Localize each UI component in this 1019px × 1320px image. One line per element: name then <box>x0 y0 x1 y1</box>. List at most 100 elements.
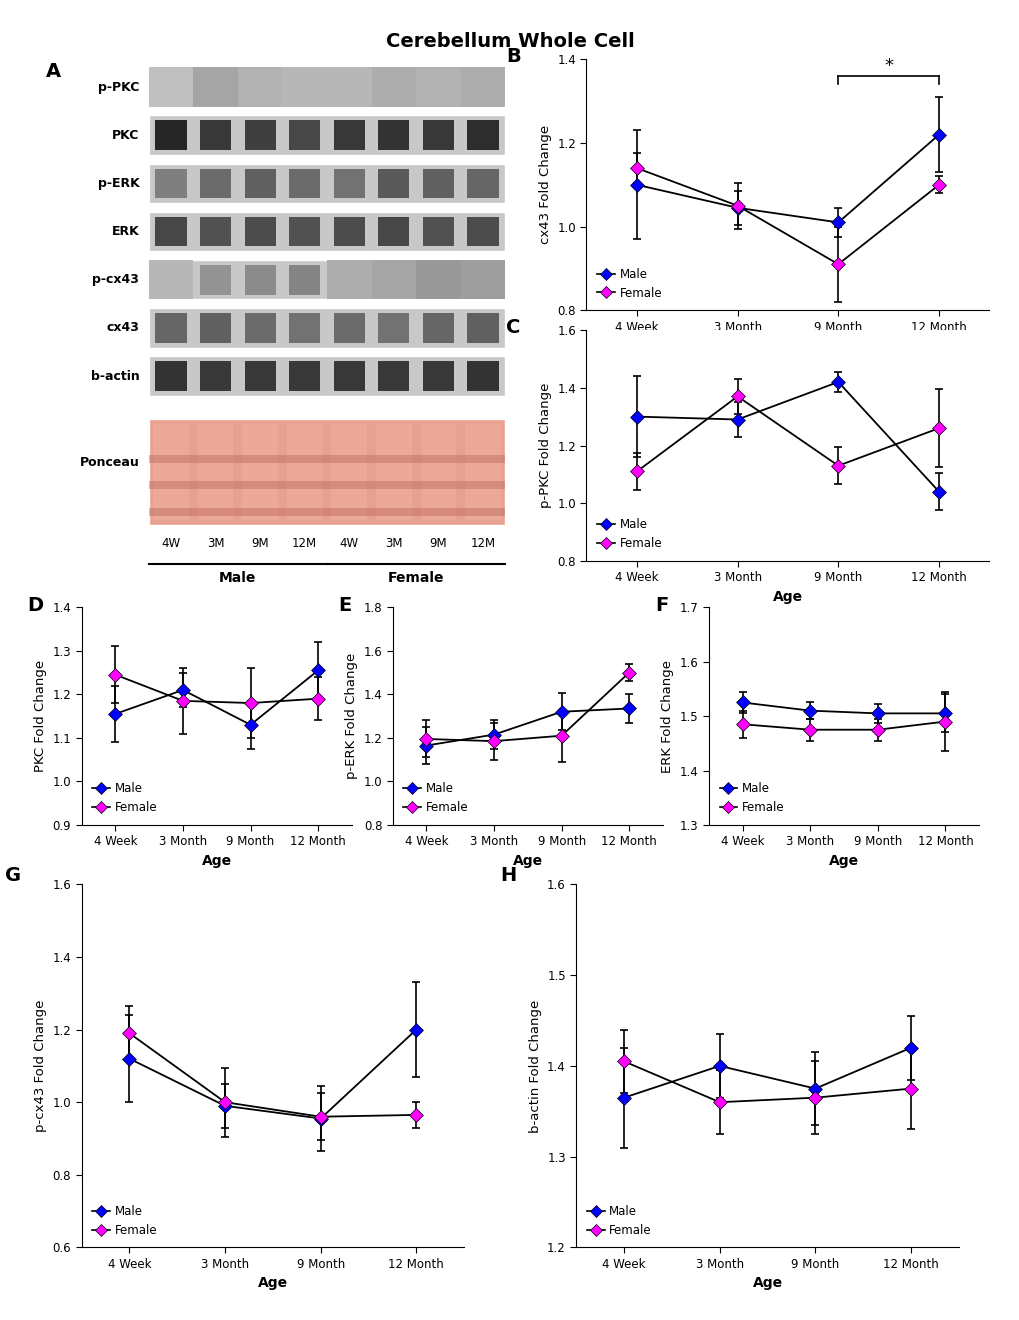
Point <box>729 409 745 430</box>
Point <box>408 1019 424 1040</box>
X-axis label: Age: Age <box>258 1276 287 1291</box>
Bar <box>149 164 504 203</box>
Bar <box>378 313 409 343</box>
Point <box>243 714 259 735</box>
Bar <box>245 265 275 294</box>
Text: b-actin: b-actin <box>91 370 140 383</box>
Bar <box>155 362 186 391</box>
Point <box>801 700 817 721</box>
Y-axis label: b-actin Fold Change: b-actin Fold Change <box>528 999 541 1133</box>
Point <box>729 195 745 216</box>
Point <box>801 719 817 741</box>
Y-axis label: p-cx43 Fold Change: p-cx43 Fold Change <box>34 999 47 1133</box>
Bar <box>149 455 504 462</box>
Point <box>174 690 191 711</box>
Bar <box>467 362 498 391</box>
Bar <box>237 67 282 107</box>
Point <box>615 1088 632 1109</box>
Text: Female: Female <box>387 570 444 585</box>
Bar <box>153 424 189 520</box>
Point <box>734 692 750 713</box>
Bar <box>288 169 320 198</box>
Bar <box>149 482 504 490</box>
Text: Ponceau: Ponceau <box>79 455 140 469</box>
Text: G: G <box>5 866 21 886</box>
Text: cx43: cx43 <box>106 321 140 334</box>
Point <box>121 1048 138 1069</box>
Bar <box>149 508 504 516</box>
Bar <box>423 120 453 150</box>
Bar <box>200 362 231 391</box>
Y-axis label: p-PKC Fold Change: p-PKC Fold Change <box>538 383 551 508</box>
Point <box>553 725 570 746</box>
Bar <box>243 424 278 520</box>
Bar <box>333 120 365 150</box>
Bar <box>149 211 504 251</box>
Bar <box>423 313 453 343</box>
Text: ERK: ERK <box>111 224 140 238</box>
Point <box>615 1051 632 1072</box>
Y-axis label: p-ERK Fold Change: p-ERK Fold Change <box>344 653 358 779</box>
Bar <box>333 216 365 247</box>
Point <box>621 661 637 684</box>
Bar <box>194 67 237 107</box>
Bar <box>378 362 409 391</box>
Bar <box>200 169 231 198</box>
Bar <box>155 216 186 247</box>
Point <box>734 714 750 735</box>
Bar <box>282 67 327 107</box>
Text: 3M: 3M <box>207 537 224 550</box>
Legend: Male, Female: Male, Female <box>88 1200 162 1242</box>
Bar <box>149 308 504 347</box>
Text: 3M: 3M <box>385 537 403 550</box>
Bar <box>149 115 504 154</box>
Point <box>930 482 947 503</box>
Bar <box>200 120 231 150</box>
Bar <box>333 313 365 343</box>
Bar <box>245 120 275 150</box>
Bar <box>420 424 455 520</box>
Bar <box>288 362 320 391</box>
Bar <box>288 216 320 247</box>
Text: 9M: 9M <box>251 537 269 550</box>
Bar <box>149 418 504 525</box>
Text: p-ERK: p-ERK <box>98 177 140 190</box>
Bar <box>423 169 453 198</box>
Bar <box>155 169 186 198</box>
Bar <box>288 265 320 294</box>
Text: p-cx43: p-cx43 <box>93 273 140 286</box>
Bar <box>149 260 504 300</box>
Point <box>869 702 886 723</box>
Legend: Male, Female: Male, Female <box>582 1200 656 1242</box>
Bar <box>416 67 461 107</box>
Legend: Male, Female: Male, Female <box>714 777 789 820</box>
Point <box>485 730 501 751</box>
Y-axis label: PKC Fold Change: PKC Fold Change <box>34 660 47 772</box>
X-axis label: Age: Age <box>202 854 231 869</box>
Bar <box>378 216 409 247</box>
Bar <box>376 424 412 520</box>
X-axis label: Age: Age <box>772 590 802 605</box>
Y-axis label: ERK Fold Change: ERK Fold Change <box>660 660 674 772</box>
Point <box>107 704 123 725</box>
Point <box>217 1092 233 1113</box>
Point <box>628 157 644 178</box>
Bar <box>286 424 322 520</box>
Point <box>711 1056 728 1077</box>
Bar <box>149 260 194 300</box>
Bar <box>467 216 498 247</box>
Bar <box>461 260 504 300</box>
Bar <box>155 120 186 150</box>
Bar <box>200 216 231 247</box>
Bar <box>423 216 453 247</box>
Bar <box>288 120 320 150</box>
Text: E: E <box>338 597 352 615</box>
Text: 9M: 9M <box>429 537 446 550</box>
Bar <box>467 120 498 150</box>
Point <box>829 253 846 275</box>
Point <box>936 711 953 733</box>
Text: 4W: 4W <box>339 537 359 550</box>
X-axis label: Age: Age <box>828 854 858 869</box>
Bar <box>378 169 409 198</box>
Bar <box>465 424 500 520</box>
